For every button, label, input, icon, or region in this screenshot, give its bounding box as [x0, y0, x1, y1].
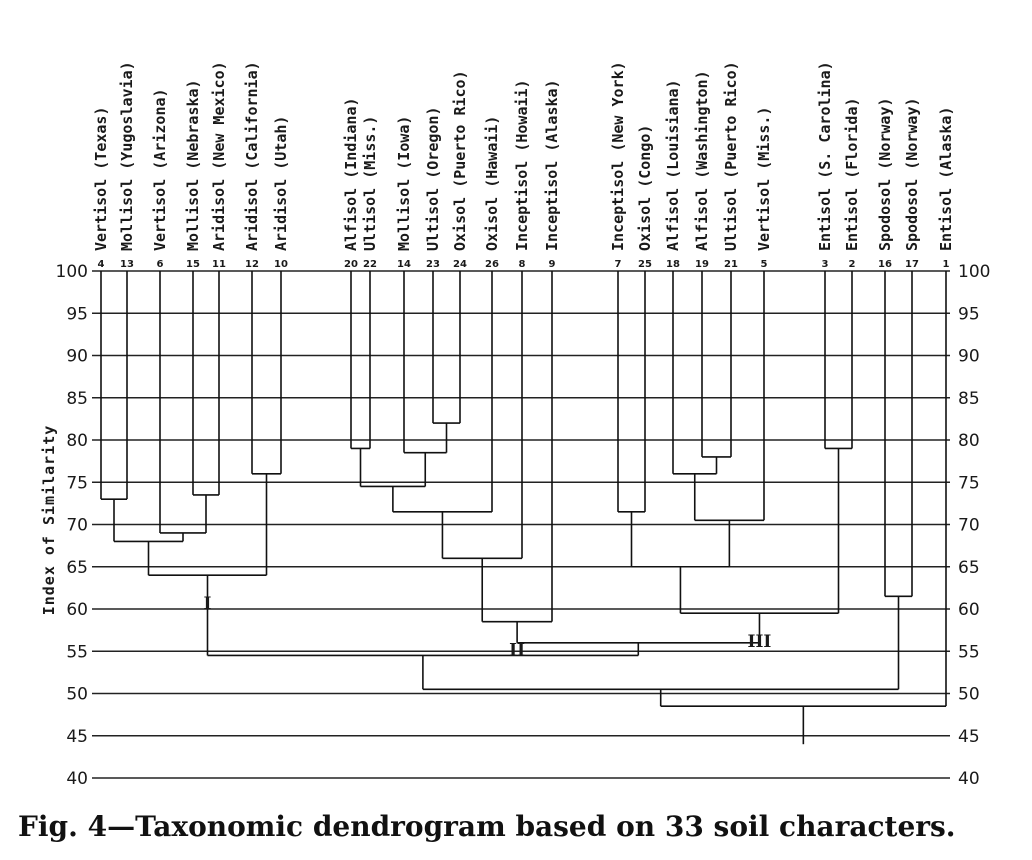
leaf-label: Inceptisol (New York) — [609, 61, 627, 251]
tick-label-right: 70 — [958, 516, 980, 536]
tick-label-left: 55 — [66, 642, 88, 662]
leaf-number: 19 — [695, 259, 709, 270]
leaf-number: 15 — [186, 259, 200, 270]
leaf-number: 12 — [245, 259, 259, 270]
leaf-label: Inceptisol (Howaii) — [513, 79, 531, 251]
leaf-number: 21 — [724, 259, 738, 270]
tick-label-right: 45 — [958, 727, 980, 747]
leaf-number: 6 — [157, 259, 164, 270]
leaf-number: 24 — [453, 259, 467, 270]
leaf-number: 23 — [426, 259, 440, 270]
leaf-label: Inceptisol (Alaska) — [543, 79, 561, 251]
leaf-number: 18 — [666, 259, 680, 270]
tick-label-left: 80 — [66, 431, 88, 451]
figure-caption: Fig. 4—Taxonomic dendrogram based on 33 … — [18, 810, 956, 843]
cluster-group-label: III — [748, 632, 772, 652]
tick-label-right: 50 — [958, 685, 980, 705]
leaf-label: Oxisol (Congo) — [636, 125, 654, 251]
leaf-label: Aridisol (New Mexico) — [210, 61, 228, 251]
leaf-label: Ultisol (Miss.) — [361, 116, 379, 251]
tick-label-right: 90 — [958, 347, 980, 367]
leaf-label: Mollisol (Nebraska) — [184, 79, 202, 251]
leaf-number: 1 — [943, 259, 950, 270]
leaf-label: Vertisol (Texas) — [92, 107, 110, 252]
tick-label-left: 100 — [56, 262, 88, 282]
leaf-number: 14 — [397, 259, 411, 270]
tick-label-left: 50 — [66, 685, 88, 705]
leaf-number: 4 — [98, 259, 105, 270]
leaf-number: 7 — [615, 259, 622, 270]
leaf-labels: Vertisol (Texas) Mollisol (Yugoslavia) Ver… — [92, 61, 955, 251]
tick-label-right: 75 — [958, 473, 980, 493]
leaf-number: 22 — [363, 259, 377, 270]
leaf-label: Mollisol (Yugoslavia) — [118, 61, 136, 251]
leaf-label: Entisol (Florida) — [843, 97, 861, 251]
leaf-number: 2 — [849, 259, 856, 270]
tick-label-left: 90 — [66, 347, 88, 367]
tick-label-right: 95 — [958, 304, 980, 324]
tick-label-left: 95 — [66, 304, 88, 324]
leaf-label: Spodosol (Norway) — [876, 97, 894, 251]
leaf-number: 17 — [905, 259, 919, 270]
leaf-number: 5 — [761, 259, 768, 270]
leaf-label: Aridisol (Utah) — [272, 116, 290, 251]
tick-label-right: 100 — [958, 262, 990, 282]
cluster-group-label: I — [204, 594, 212, 614]
tick-label-right: 65 — [958, 558, 980, 578]
tick-label-left: 60 — [66, 600, 88, 620]
tick-label-left: 40 — [66, 769, 88, 789]
similarity-gridlines — [92, 270, 950, 779]
tick-label-right: 80 — [958, 431, 980, 451]
leaf-number: 13 — [120, 259, 134, 270]
cluster-group-labels: III III — [204, 594, 772, 660]
leaf-number: 11 — [212, 259, 226, 270]
leaf-number: 8 — [519, 259, 526, 270]
leaf-label: Alfisol (Washington) — [693, 70, 711, 251]
leaf-label: Alfisol (Indiana) — [342, 97, 360, 251]
tick-label-left: 65 — [66, 558, 88, 578]
leaf-label: Oxisol (Hawaii) — [483, 116, 501, 251]
tick-label-left: 75 — [66, 473, 88, 493]
leaf-number: 25 — [638, 259, 652, 270]
leaf-numbers: 4 13 6 15 11 12 10 20 22 14 23 24 26 8 9 7 25 18 19 21 5 3 2 16… — [98, 259, 950, 270]
tick-label-right: 55 — [958, 642, 980, 662]
leaf-label: Oxisol (Puerto Rico) — [451, 70, 469, 251]
dendrogram-tree — [100, 271, 947, 745]
leaf-label: Alfisol (Louisiana) — [664, 79, 682, 251]
leaf-number: 9 — [549, 259, 556, 270]
leaf-number: 3 — [822, 259, 829, 270]
leaf-number: 10 — [274, 259, 288, 270]
leaf-label: Vertisol (Arizona) — [151, 88, 169, 251]
cluster-group-label: II — [509, 641, 525, 661]
leaf-number: 26 — [485, 259, 499, 270]
leaf-label: Spodosol (Norway) — [903, 97, 921, 251]
leaf-label: Mollisol (Iowa) — [395, 116, 413, 251]
tick-label-right: 85 — [958, 389, 980, 409]
tick-label-right: 60 — [958, 600, 980, 620]
leaf-number: 16 — [878, 259, 892, 270]
tick-label-right: 40 — [958, 769, 980, 789]
leaf-label: Ultisol (Oregon) — [424, 107, 442, 252]
leaf-number: 20 — [344, 259, 358, 270]
leaf-label: Vertisol (Miss.) — [755, 107, 773, 252]
leaf-label: Entisol (Alaska) — [937, 107, 955, 252]
tick-label-left: 85 — [66, 389, 88, 409]
leaf-label: Aridisol (California) — [243, 61, 261, 251]
y-axis-title: Index of Similarity — [40, 425, 58, 616]
tick-label-left: 70 — [66, 516, 88, 536]
leaf-label: Entisol (S. Carolina) — [816, 61, 834, 251]
tick-label-left: 45 — [66, 727, 88, 747]
leaf-label: Ultisol (Puerto Rico) — [722, 61, 740, 251]
